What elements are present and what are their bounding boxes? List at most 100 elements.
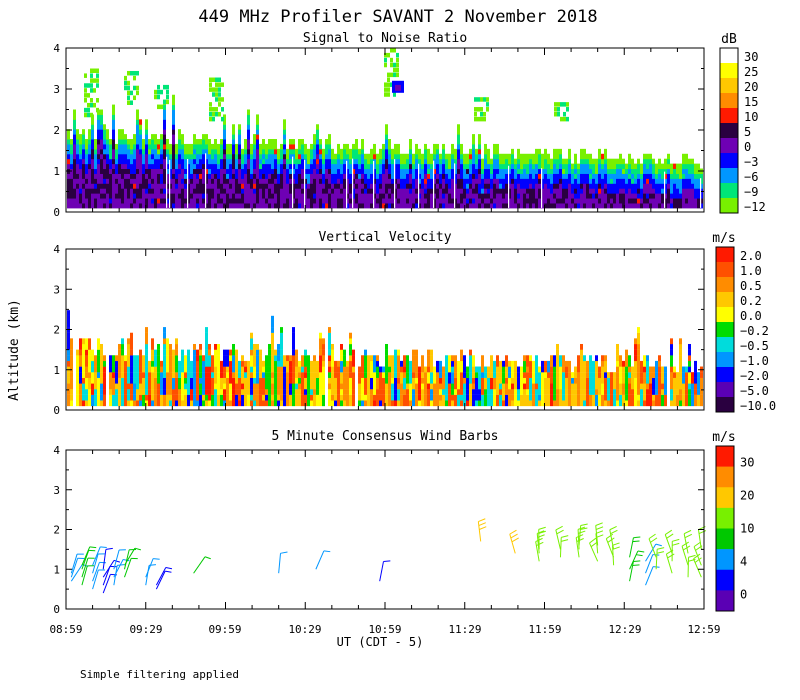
vv-cell <box>577 355 580 362</box>
snr-cell <box>289 198 292 204</box>
vv-cell <box>271 360 274 367</box>
snr-cell <box>472 202 475 209</box>
vv-cell <box>508 394 511 401</box>
vv-cell <box>622 389 625 395</box>
vv-cell <box>70 372 73 378</box>
snr-cell <box>298 178 301 184</box>
snr-cell <box>328 193 331 199</box>
snr-cell <box>121 148 124 155</box>
snr-cell <box>550 158 553 165</box>
vv-cell <box>97 349 100 356</box>
snr-cell <box>400 163 403 170</box>
vv-cell <box>235 355 238 362</box>
vv-cell <box>457 360 460 367</box>
vv-cell <box>166 372 169 378</box>
snr-cell <box>598 148 601 155</box>
snr-cell <box>679 193 682 199</box>
snr-cell <box>286 173 289 179</box>
vv-cell <box>313 372 316 378</box>
snr-cell <box>271 193 274 199</box>
snr-cell <box>97 134 100 140</box>
vv-cell <box>271 349 274 356</box>
vv-cell <box>394 366 397 373</box>
vv-cell <box>688 372 691 378</box>
vv-cell <box>586 389 589 395</box>
vv-cell <box>682 389 685 395</box>
snr-cell <box>94 143 97 150</box>
vv-cell <box>442 383 445 390</box>
snr-cell <box>388 168 391 174</box>
snr-cell <box>613 163 616 170</box>
snr-cell <box>142 188 145 194</box>
vv-cell <box>628 400 631 407</box>
snr-cell <box>136 168 139 174</box>
snr-cell <box>358 183 361 189</box>
snr-cell <box>382 153 385 160</box>
vv-cell <box>214 377 217 384</box>
snr-cell <box>517 193 520 199</box>
vv-cell <box>493 377 496 384</box>
snr-cell <box>118 153 121 160</box>
snr-cell <box>640 183 643 189</box>
snr-cell <box>463 158 466 165</box>
snr-cell <box>82 168 85 174</box>
snr-cell <box>652 168 655 174</box>
snr-cell <box>112 173 115 179</box>
snr-cell <box>565 183 568 189</box>
vv-cell <box>244 394 247 401</box>
vv-cell <box>619 400 622 407</box>
snr-cell <box>94 198 97 204</box>
snr-cell <box>328 158 331 165</box>
vv-cell <box>172 400 175 407</box>
snr-cell <box>538 193 541 199</box>
vv-cell <box>691 372 694 378</box>
snr-cell <box>577 183 580 189</box>
vv-cell <box>136 400 139 407</box>
snr-cell <box>87 93 90 98</box>
snr-cell <box>100 139 103 145</box>
snr-cell <box>298 139 301 145</box>
vv-cell <box>601 383 604 390</box>
wind-barb-flag <box>578 530 586 534</box>
snr-cell <box>634 178 637 184</box>
snr-cell <box>229 198 232 204</box>
snr-cell <box>580 183 583 189</box>
snr-cell <box>682 158 685 165</box>
snr-cell <box>361 143 364 150</box>
snr-cell <box>592 198 595 204</box>
vv-cell <box>232 372 235 378</box>
vv-cell <box>277 343 280 350</box>
snr-cell <box>634 168 637 174</box>
snr-cell <box>430 168 433 174</box>
snr-cell <box>256 143 259 150</box>
snr-cell <box>316 168 319 174</box>
vv-cell <box>235 383 238 390</box>
vv-cell <box>484 383 487 390</box>
snr-cell <box>238 139 241 145</box>
snr-cell <box>142 183 145 189</box>
snr-cell <box>664 188 667 194</box>
snr-cell <box>100 163 103 170</box>
snr-cell <box>133 95 136 101</box>
vv-cell <box>595 394 598 401</box>
snr-cell <box>589 202 592 209</box>
snr-cell <box>232 173 235 179</box>
snr-cell <box>157 148 160 155</box>
vv-cell <box>490 360 493 367</box>
snr-cell <box>445 188 448 194</box>
vv-cell <box>133 360 136 367</box>
snr-cell <box>592 168 595 174</box>
snr-cell <box>103 139 106 145</box>
vv-cell <box>139 349 142 356</box>
snr-cell <box>517 148 520 155</box>
snr-cell <box>163 129 166 135</box>
snr-cell <box>212 77 215 83</box>
vv-cell <box>199 389 202 395</box>
snr-cell <box>394 188 397 194</box>
vv-cell <box>88 400 91 407</box>
snr-cell <box>100 109 103 115</box>
vv-cell <box>352 394 355 401</box>
vv-cell <box>247 389 250 395</box>
snr-cell <box>373 163 376 170</box>
snr-cell <box>268 163 271 170</box>
